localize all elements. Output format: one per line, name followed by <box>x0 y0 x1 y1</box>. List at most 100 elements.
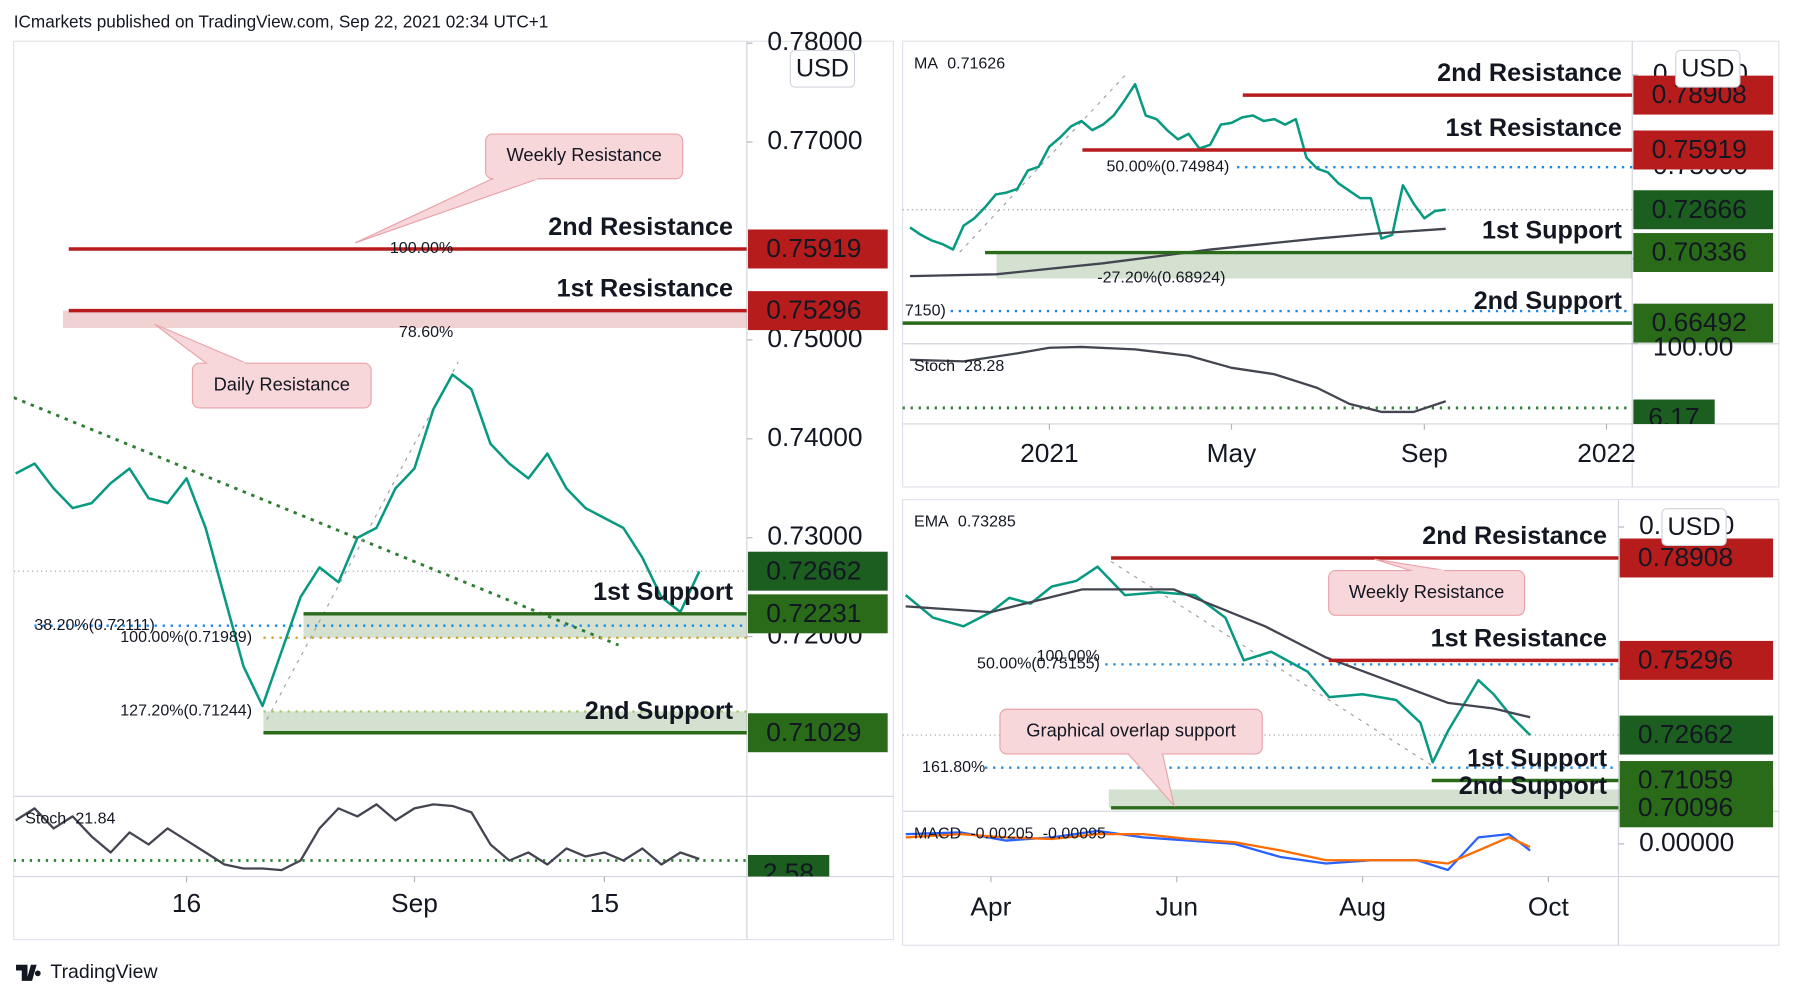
price-tag <box>1619 788 1774 828</box>
fib-label: 7150) <box>905 301 946 319</box>
publish-header: ICmarkets published on TradingView.com, … <box>14 11 549 31</box>
fib-label: 100.00%(0.71989) <box>120 628 252 646</box>
currency-label: USD <box>1681 55 1734 83</box>
callout-box <box>191 362 372 409</box>
price-tag <box>747 713 888 753</box>
indicator-name: MACD <box>914 824 961 842</box>
level-zone <box>996 252 1633 279</box>
level-label: 2nd Resistance <box>1422 522 1607 550</box>
indicator-line <box>909 345 1447 414</box>
price-tag-label: 0.72666 <box>1652 194 1747 224</box>
x-tick-label: Jun <box>1156 892 1198 922</box>
level-label: 2nd Support <box>585 697 734 725</box>
indicator-line <box>15 803 700 872</box>
x-tick-label: Oct <box>1528 892 1570 922</box>
currency-label: USD <box>796 55 849 83</box>
y-tick-label: 0.74000 <box>767 422 862 452</box>
x-tick-label: Sep <box>391 888 438 918</box>
indicator-pane <box>905 829 1531 872</box>
overlay-name: EMA <box>914 513 949 531</box>
fib-label: 78.60% <box>399 323 453 341</box>
x-tick-label: 2022 <box>1577 438 1636 468</box>
indicator-signal-value: -0.00095 <box>1043 824 1106 842</box>
overlay-name: MA <box>914 54 938 72</box>
level-zone <box>263 711 747 733</box>
indicator-name: Stoch <box>914 357 955 375</box>
main-pane <box>902 556 1619 810</box>
price-tag <box>1633 190 1774 230</box>
fib-label: 50.00%(0.75155) <box>977 655 1100 673</box>
level-label: 1st Resistance <box>557 275 733 303</box>
moving-average <box>905 588 1531 719</box>
panel-frame <box>902 40 1780 488</box>
x-tick-label: 16 <box>172 888 201 918</box>
indicator-line <box>905 833 1531 865</box>
overlay-value: 0.71626 <box>947 54 1005 72</box>
price-tag <box>747 594 888 634</box>
price-tag-label: 0.72662 <box>1638 719 1733 749</box>
price-tag <box>1633 130 1774 170</box>
fib-label: 100.00% <box>390 239 453 257</box>
price-tag-label: 0.71029 <box>766 717 861 747</box>
indicator-tag <box>1633 399 1715 424</box>
price-tag <box>1633 233 1774 273</box>
price-tag <box>1633 303 1774 343</box>
x-tick-label: 15 <box>590 888 619 918</box>
callout-text: Weekly Resistance <box>506 144 661 165</box>
indicator-value: 21.84 <box>75 809 115 827</box>
overlay-value: 0.73285 <box>958 513 1016 531</box>
y-tick-label: 0.77000 <box>767 125 862 155</box>
x-tick-label: Apr <box>970 892 1011 922</box>
level-label: 2nd Resistance <box>548 213 733 241</box>
price-line-series <box>15 373 701 708</box>
panel-frame <box>13 40 894 941</box>
price-line-series <box>904 565 1532 764</box>
fib-label: 161.80% <box>922 758 985 776</box>
currency-label: USD <box>1667 513 1720 541</box>
y-tick-label: 0.73000 <box>767 521 862 551</box>
indicator-tag-label: 6.17 <box>1648 402 1699 432</box>
chart-panel: 0.800000.750000.70000AprJunAugOct50.00%(… <box>902 498 1780 946</box>
price-tag-label: 0.75919 <box>766 233 861 263</box>
panel-frame <box>902 498 1780 946</box>
callout-text: Weekly Resistance <box>1349 581 1504 602</box>
price-tag-label: 0.70096 <box>1638 792 1733 822</box>
level-label: 2nd Support <box>1474 287 1623 315</box>
price-tag <box>1619 640 1774 680</box>
indicator-name: Stoch <box>25 809 66 827</box>
price-tag-label: 0.72231 <box>766 598 861 628</box>
level-label: 2nd Resistance <box>1437 59 1622 87</box>
currency-box <box>1675 49 1741 88</box>
chart-panel: 0.800000.750000.700002021MaySep202250.00… <box>902 40 1780 488</box>
level-label: 1st Resistance <box>1431 624 1607 652</box>
callout-box <box>485 133 684 180</box>
indicator-tick-label: 100.00 <box>1653 331 1734 361</box>
main-pane <box>13 247 747 735</box>
fib-label: 38.20%(0.72111) <box>34 616 154 634</box>
fib-label: 50.00%(0.74984) <box>1106 157 1229 175</box>
callout-text: Daily Resistance <box>214 373 350 394</box>
main-pane <box>902 75 1633 325</box>
price-tag-label: 0.70336 <box>1652 237 1747 267</box>
price-tag-label: 0.78908 <box>1638 542 1733 572</box>
indicator-pane: 6.17 <box>902 345 1715 432</box>
brand: TradingView <box>50 961 158 983</box>
indicator-tag-label: 2.58 <box>763 857 814 887</box>
price-tag-label: 0.75919 <box>1652 134 1747 164</box>
fib-label: 127.20%(0.71244) <box>120 702 252 720</box>
price-tag-label: 0.66492 <box>1652 307 1747 337</box>
currency-box <box>1661 508 1727 546</box>
x-tick-label: May <box>1207 438 1258 468</box>
indicator-pane: 2.58 <box>13 803 830 887</box>
fib-label: -27.20%(0.68924) <box>1097 269 1225 287</box>
level-label: 2nd Support <box>1459 772 1608 800</box>
level-label: 1st Support <box>1482 217 1623 245</box>
level-label: 1st Support <box>593 578 734 606</box>
price-tag-label: 0.72662 <box>766 555 861 585</box>
indicator-value: 28.28 <box>964 357 1004 375</box>
callout-text: Graphical overlap support <box>1026 719 1236 740</box>
price-line-series <box>909 82 1446 251</box>
price-tag <box>747 229 888 269</box>
